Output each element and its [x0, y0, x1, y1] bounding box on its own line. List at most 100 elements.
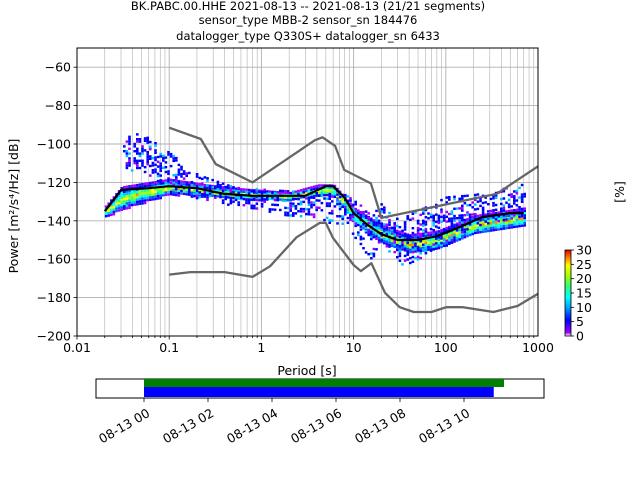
- density-cell: [177, 173, 181, 176]
- density-cell: [125, 150, 129, 153]
- density-cell: [440, 220, 443, 223]
- density-cell: [520, 207, 524, 211]
- density-cell: [458, 231, 461, 234]
- density-cell: [518, 225, 521, 228]
- density-cell: [151, 164, 155, 167]
- density-cell: [123, 190, 126, 194]
- density-cell: [156, 197, 160, 200]
- density-cell: [466, 211, 469, 214]
- density-cell: [149, 189, 152, 192]
- density-cell: [195, 173, 199, 176]
- density-cell: [432, 240, 435, 243]
- density-cell: [398, 233, 402, 236]
- density-cell: [320, 192, 324, 195]
- density-cell: [151, 191, 155, 194]
- density-cell: [510, 219, 513, 222]
- density-cell: [247, 191, 251, 194]
- density-cell: [458, 224, 461, 227]
- density-cell: [500, 209, 503, 213]
- density-cell: [281, 196, 285, 199]
- density-cell: [354, 224, 357, 228]
- density-cell: [237, 190, 240, 193]
- density-cell: [182, 172, 186, 175]
- density-cell: [507, 219, 511, 222]
- density-cell: [409, 251, 412, 254]
- density-cell: [146, 151, 149, 154]
- density-cell: [167, 193, 170, 196]
- density-cell: [411, 231, 415, 235]
- density-cell: [437, 232, 441, 235]
- density-cell: [411, 236, 415, 239]
- density-cell: [401, 229, 404, 232]
- density-cell: [195, 197, 199, 200]
- density-cell: [164, 191, 168, 194]
- psd-plot: 0.01 0.1 1 10 100 1000 −200−180−160−140−120−1…: [6, 47, 554, 378]
- density-cell: [479, 221, 482, 224]
- density-cell: [484, 218, 487, 221]
- density-cell: [130, 194, 134, 197]
- density-cell: [294, 205, 298, 208]
- density-cell: [448, 236, 451, 240]
- density-cell: [445, 244, 448, 247]
- density-cell: [112, 210, 116, 213]
- density-cell: [110, 208, 113, 212]
- density-cell: [432, 231, 435, 234]
- density-cell: [104, 205, 108, 208]
- density-cell: [255, 202, 259, 205]
- density-cell: [500, 215, 503, 219]
- density-cell: [513, 199, 516, 203]
- density-cell: [151, 198, 155, 201]
- density-cell: [471, 201, 474, 204]
- density-cell: [154, 190, 157, 193]
- density-cell: [416, 231, 420, 235]
- density-cell: [377, 236, 381, 240]
- density-cell: [487, 213, 490, 216]
- density-cell: [520, 222, 524, 225]
- density-cell: [211, 194, 214, 197]
- density-cell: [299, 210, 303, 213]
- density-cell: [385, 226, 389, 229]
- density-cell: [115, 209, 118, 213]
- density-cell: [193, 182, 196, 185]
- density-cell: [398, 250, 402, 253]
- density-cell: [437, 226, 441, 229]
- density-cell: [448, 240, 451, 243]
- density-cell: [237, 203, 240, 207]
- density-cell: [180, 172, 183, 176]
- density-cell: [523, 209, 526, 213]
- density-cell: [253, 207, 256, 210]
- density-cell: [177, 182, 181, 185]
- density-cell: [461, 232, 464, 235]
- density-cell: [255, 191, 259, 195]
- density-cell: [112, 208, 116, 211]
- density-cell: [513, 214, 516, 217]
- density-cell: [424, 252, 428, 255]
- density-cell: [364, 210, 368, 213]
- density-cell: [229, 202, 233, 205]
- density-cell: [416, 258, 420, 261]
- density-cell: [159, 167, 162, 170]
- density-cell: [502, 209, 506, 212]
- density-cell: [463, 202, 467, 205]
- density-cell: [502, 206, 506, 210]
- density-cell: [276, 191, 279, 194]
- density-cell: [461, 219, 464, 222]
- density-cell: [380, 236, 383, 239]
- density-cell: [468, 233, 472, 237]
- density-cell: [403, 249, 407, 252]
- density-cell: [185, 190, 188, 194]
- density-cell: [346, 209, 350, 212]
- density-cell: [393, 224, 396, 227]
- y-axis-ticks: −200−180−160−140−120−100−80−60: [37, 60, 77, 344]
- density-cell: [461, 204, 464, 207]
- density-cell: [505, 219, 508, 223]
- density-cell: [201, 195, 204, 198]
- timeline-bar: [144, 379, 504, 387]
- density-cell: [461, 226, 464, 229]
- density-cell: [128, 140, 131, 143]
- density-cell: [149, 148, 152, 151]
- density-cell: [515, 213, 519, 216]
- density-cell: [484, 223, 487, 226]
- density-cell: [128, 201, 131, 205]
- density-cell: [518, 186, 521, 190]
